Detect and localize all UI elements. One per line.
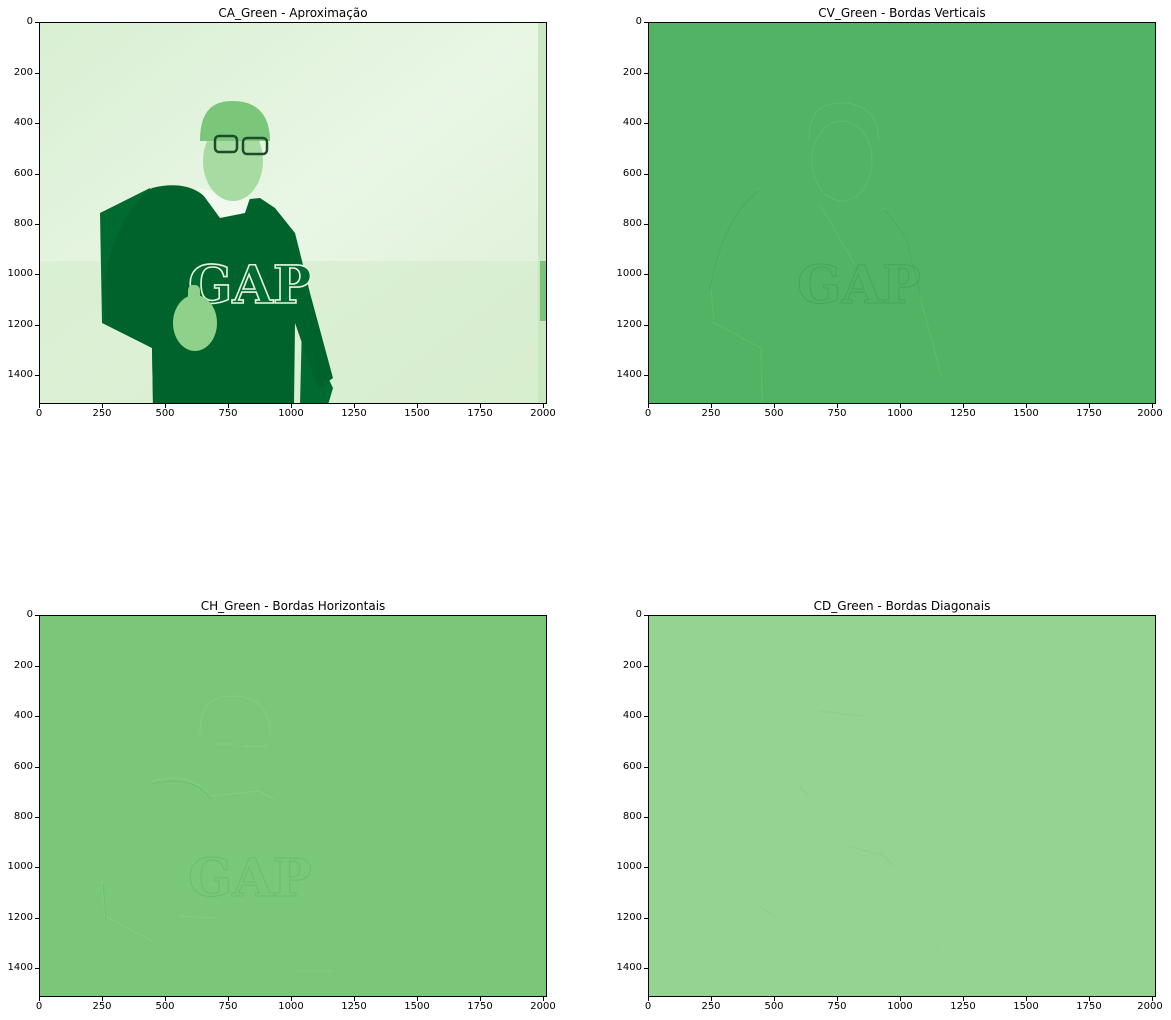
x-tick-label: 1250 xyxy=(341,1001,367,1012)
y-tick-label: 600 xyxy=(622,168,642,179)
y-tick-label: 1000 xyxy=(7,268,33,279)
y-tick-label: 600 xyxy=(13,168,33,179)
x-tick-label: 1500 xyxy=(404,1001,430,1012)
y-tick-label: 400 xyxy=(13,117,33,128)
y-tick-label: 0 xyxy=(635,609,642,620)
x-tick-label: 250 xyxy=(92,408,112,419)
heatmap-image: GAP xyxy=(648,22,1156,404)
x-tick-label: 500 xyxy=(764,408,784,419)
x-tick-label: 1250 xyxy=(341,408,367,419)
x-tick-label: 0 xyxy=(35,1001,43,1012)
x-tick-label: 1500 xyxy=(1013,1001,1039,1012)
x-tick-label: 2000 xyxy=(530,1001,556,1012)
y-tick-label: 0 xyxy=(26,16,33,27)
x-tick-label: 500 xyxy=(155,1001,175,1012)
y-tick-label: 800 xyxy=(622,811,642,822)
x-tick-label: 1750 xyxy=(1076,1001,1102,1012)
y-tick-label: 1400 xyxy=(616,369,642,380)
y-tick-label: 0 xyxy=(26,609,33,620)
y-tick-label: 200 xyxy=(622,67,642,78)
chart-title: CH_Green - Bordas Horizontais xyxy=(200,599,386,613)
y-tick-label: 800 xyxy=(13,811,33,822)
x-tick-label: 1500 xyxy=(1013,408,1039,419)
y-tick-label: 200 xyxy=(622,660,642,671)
x-tick-label: 750 xyxy=(827,1001,847,1012)
x-tick-label: 1750 xyxy=(1076,408,1102,419)
x-tick-label: 0 xyxy=(644,408,652,419)
x-tick-label: 0 xyxy=(35,408,43,419)
x-tick-label: 750 xyxy=(827,408,847,419)
chart-title: CV_Green - Bordas Verticais xyxy=(818,6,986,20)
y-tick-label: 1200 xyxy=(7,912,33,923)
heatmap-image: GAP xyxy=(39,22,547,404)
y-tick-label: 1200 xyxy=(616,319,642,330)
x-tick-label: 1000 xyxy=(887,408,913,419)
x-tick-label: 250 xyxy=(92,1001,112,1012)
chart-title: CA_Green - Aproximação xyxy=(218,6,368,20)
x-tick-label: 250 xyxy=(701,408,721,419)
x-tick-label: 1000 xyxy=(887,1001,913,1012)
cd-image xyxy=(649,616,1155,996)
heatmap-image xyxy=(648,615,1156,997)
cv-image: GAP xyxy=(649,23,1155,403)
x-tick-label: 0 xyxy=(644,1001,652,1012)
x-tick-label: 250 xyxy=(701,1001,721,1012)
y-tick-label: 600 xyxy=(13,761,33,772)
y-tick-label: 800 xyxy=(622,218,642,229)
x-tick-label: 1750 xyxy=(467,1001,493,1012)
y-tick-label: 200 xyxy=(13,660,33,671)
y-tick-label: 1400 xyxy=(7,369,33,380)
heatmap-image: GAP xyxy=(39,615,547,997)
y-tick-label: 800 xyxy=(13,218,33,229)
x-tick-label: 2000 xyxy=(1137,408,1163,419)
ca-image: GAP xyxy=(40,23,546,403)
x-tick-label: 2000 xyxy=(1137,1001,1163,1012)
y-tick-label: 1000 xyxy=(616,861,642,872)
y-tick-label: 1200 xyxy=(616,912,642,923)
y-tick-label: 600 xyxy=(622,761,642,772)
svg-text:GAP: GAP xyxy=(188,255,312,316)
x-tick-label: 1500 xyxy=(404,408,430,419)
y-tick-label: 1000 xyxy=(7,861,33,872)
chart-title: CD_Green - Bordas Diagonais xyxy=(813,599,991,613)
x-tick-label: 1000 xyxy=(278,408,304,419)
x-tick-label: 1750 xyxy=(467,408,493,419)
x-tick-label: 500 xyxy=(764,1001,784,1012)
x-tick-label: 1000 xyxy=(278,1001,304,1012)
x-tick-label: 500 xyxy=(155,408,175,419)
y-tick-label: 1200 xyxy=(7,319,33,330)
y-tick-label: 1000 xyxy=(616,268,642,279)
svg-text:GAP: GAP xyxy=(188,848,312,909)
y-tick-label: 400 xyxy=(13,710,33,721)
y-tick-label: 400 xyxy=(622,710,642,721)
x-tick-label: 750 xyxy=(218,408,238,419)
y-tick-label: 1400 xyxy=(616,962,642,973)
y-tick-label: 0 xyxy=(635,16,642,27)
x-tick-label: 750 xyxy=(218,1001,238,1012)
x-tick-label: 1250 xyxy=(950,408,976,419)
y-tick-label: 400 xyxy=(622,117,642,128)
y-tick-label: 200 xyxy=(13,67,33,78)
ch-image: GAP xyxy=(40,616,546,996)
svg-text:GAP: GAP xyxy=(797,255,921,316)
y-tick-label: 1400 xyxy=(7,962,33,973)
x-tick-label: 1250 xyxy=(950,1001,976,1012)
x-tick-label: 2000 xyxy=(530,408,556,419)
